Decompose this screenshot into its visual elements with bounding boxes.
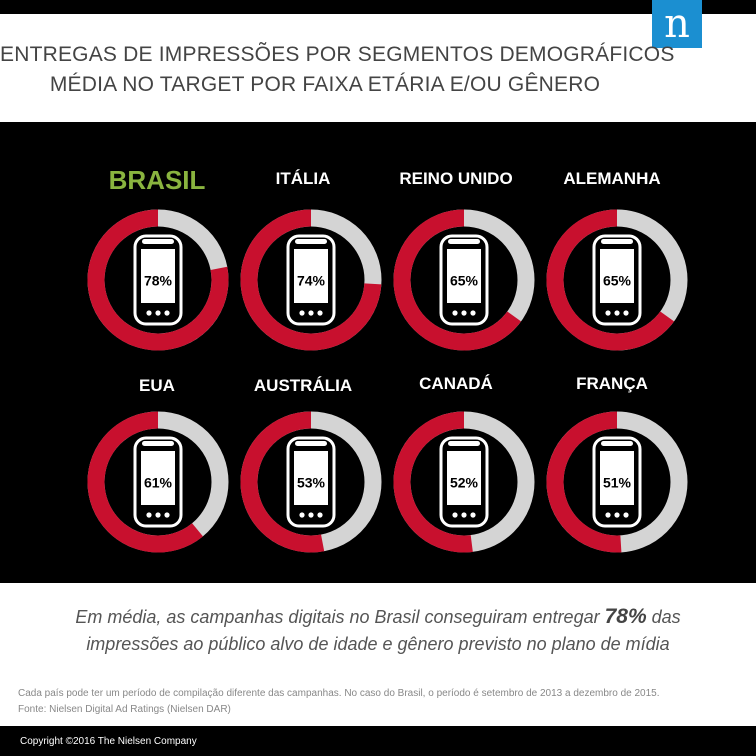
country-label-brasil: BRASIL xyxy=(108,165,206,195)
footnote: Cada país pode ter um período de compila… xyxy=(18,686,660,718)
summary-line-2: impressões ao público alvo de idade e gê… xyxy=(86,634,670,654)
chart-title: ENTREGAS DE IMPRESSÕES POR SEGMENTOS DEM… xyxy=(0,40,675,100)
summary-text: Em média, as campanhas digitais no Brasi… xyxy=(0,603,756,658)
donut-canada: 52% xyxy=(393,411,535,553)
summary-value: 78% xyxy=(604,605,647,628)
country-label-eua: EUA xyxy=(139,376,175,395)
phone-icon xyxy=(592,436,642,528)
donut-franca: 51% xyxy=(546,411,688,553)
donut-australia: 53% xyxy=(240,411,382,553)
phone-icon xyxy=(133,234,183,326)
donut-italia: 74% xyxy=(240,209,382,351)
value-label-franca: 51% xyxy=(603,475,632,491)
arc-ontarget-italia xyxy=(240,209,382,351)
phone-icon xyxy=(133,436,183,528)
footnote-line-1: Cada país pode ter um período de compila… xyxy=(18,688,660,699)
arc-ontarget-reino-unido xyxy=(393,209,522,351)
value-label-brasil: 78% xyxy=(144,273,173,289)
footer-bar: Copyright ©2016 The Nielsen Company xyxy=(0,726,756,756)
title-line-1: ENTREGAS DE IMPRESSÕES POR SEGMENTOS DEM… xyxy=(0,43,675,66)
title-line-2: MÉDIA NO TARGET POR FAIXA ETÁRIA E/OU GÊ… xyxy=(49,73,601,96)
donut-eua: 61% xyxy=(87,411,229,553)
country-label-franca: FRANÇA xyxy=(576,374,648,393)
arc-ontarget-brasil xyxy=(87,209,229,351)
country-label-italia: ITÁLIA xyxy=(275,169,331,188)
donut-alemanha: 65% xyxy=(546,209,688,351)
donut-brasil: 78% xyxy=(87,209,229,351)
country-label-alemanha: ALEMANHA xyxy=(563,169,661,188)
phone-icon xyxy=(286,234,336,326)
country-label-australia: AUSTRÁLIA xyxy=(253,376,353,395)
arc-ontarget-canada xyxy=(393,411,473,553)
donut-reino-unido: 65% xyxy=(393,209,535,351)
country-label-canada: CANADÁ xyxy=(419,374,493,393)
value-label-australia: 53% xyxy=(297,475,326,491)
phone-icon xyxy=(439,436,489,528)
nielsen-logo: n xyxy=(652,0,702,48)
copyright: Copyright ©2016 The Nielsen Company xyxy=(20,736,197,747)
phone-icon xyxy=(286,436,336,528)
arc-ontarget-australia xyxy=(240,411,325,553)
value-label-alemanha: 65% xyxy=(603,273,632,289)
arc-ontarget-franca xyxy=(546,411,622,553)
value-label-reino-unido: 65% xyxy=(450,273,479,289)
top-bar xyxy=(0,0,756,14)
source-note: Fonte: Nielsen Digital Ad Ratings (Niels… xyxy=(18,704,231,715)
phone-icon xyxy=(592,234,642,326)
country-label-reino-unido: REINO UNIDO xyxy=(399,169,513,188)
arc-ontarget-alemanha xyxy=(546,209,675,351)
value-label-eua: 61% xyxy=(144,475,173,491)
value-label-canada: 52% xyxy=(450,475,479,491)
summary-before: Em média, as campanhas digitais no Brasi… xyxy=(75,607,605,627)
arc-ontarget-eua xyxy=(87,411,203,553)
value-label-italia: 74% xyxy=(297,273,326,289)
phone-icon xyxy=(439,234,489,326)
summary-after: das xyxy=(646,607,681,627)
